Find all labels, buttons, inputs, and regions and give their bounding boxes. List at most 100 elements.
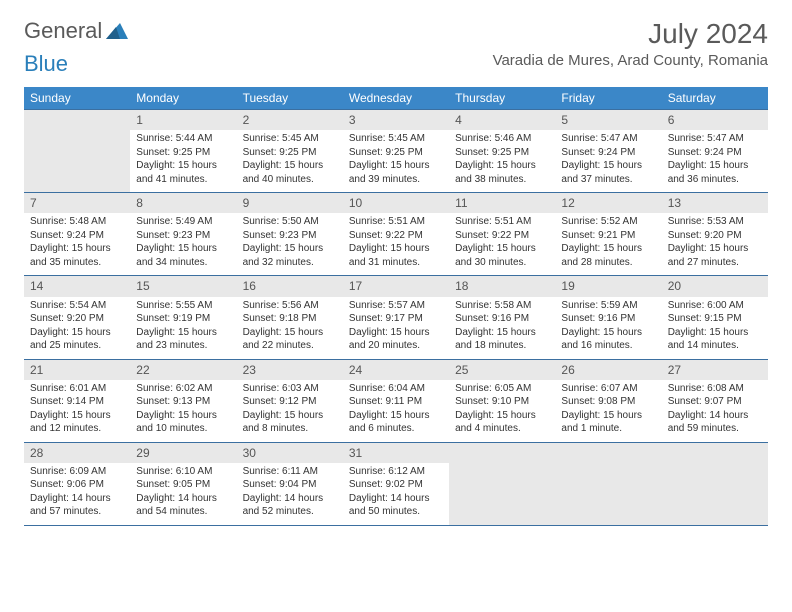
day-number-cell: 29 [130, 442, 236, 463]
day-content-cell: Sunrise: 6:10 AMSunset: 9:05 PMDaylight:… [130, 463, 236, 526]
day-number-cell: 1 [130, 110, 236, 131]
sunset-line: Sunset: 9:21 PM [561, 230, 635, 241]
day-content-cell: Sunrise: 6:03 AMSunset: 9:12 PMDaylight:… [237, 380, 343, 443]
daylight-line: Daylight: 15 hours and 34 minutes. [136, 243, 217, 268]
daylight-line: Daylight: 14 hours and 57 minutes. [30, 493, 111, 518]
daylight-line: Daylight: 15 hours and 31 minutes. [349, 243, 430, 268]
day-content-cell: Sunrise: 6:02 AMSunset: 9:13 PMDaylight:… [130, 380, 236, 443]
day-content-cell: Sunrise: 5:49 AMSunset: 9:23 PMDaylight:… [130, 213, 236, 276]
day-number-row: 21222324252627 [24, 359, 768, 380]
weekday-header: Thursday [449, 87, 555, 110]
weekday-header: Saturday [662, 87, 768, 110]
daylight-line: Daylight: 15 hours and 27 minutes. [668, 243, 749, 268]
month-title: July 2024 [493, 18, 768, 50]
day-content-row: Sunrise: 6:09 AMSunset: 9:06 PMDaylight:… [24, 463, 768, 526]
sunset-line: Sunset: 9:24 PM [30, 230, 104, 241]
daylight-line: Daylight: 15 hours and 12 minutes. [30, 410, 111, 435]
day-content-cell: Sunrise: 5:45 AMSunset: 9:25 PMDaylight:… [237, 130, 343, 193]
sunset-line: Sunset: 9:23 PM [243, 230, 317, 241]
calendar-body: 123456 Sunrise: 5:44 AMSunset: 9:25 PMDa… [24, 110, 768, 526]
sunset-line: Sunset: 9:16 PM [455, 313, 529, 324]
logo-text-blue: Blue [24, 51, 68, 77]
sunrise-line: Sunrise: 6:02 AM [136, 383, 212, 394]
day-number-row: 78910111213 [24, 193, 768, 214]
daylight-line: Daylight: 15 hours and 8 minutes. [243, 410, 324, 435]
day-number-row: 28293031 [24, 442, 768, 463]
daylight-line: Daylight: 14 hours and 50 minutes. [349, 493, 430, 518]
sunrise-line: Sunrise: 6:11 AM [243, 466, 318, 477]
sunrise-line: Sunrise: 5:52 AM [561, 216, 637, 227]
sunset-line: Sunset: 9:15 PM [668, 313, 742, 324]
day-content-cell: Sunrise: 5:56 AMSunset: 9:18 PMDaylight:… [237, 297, 343, 360]
day-content-cell: Sunrise: 6:05 AMSunset: 9:10 PMDaylight:… [449, 380, 555, 443]
day-number-cell: 17 [343, 276, 449, 297]
daylight-line: Daylight: 15 hours and 14 minutes. [668, 327, 749, 352]
sunset-line: Sunset: 9:11 PM [349, 396, 422, 407]
day-number-cell: 18 [449, 276, 555, 297]
sunrise-line: Sunrise: 5:55 AM [136, 300, 212, 311]
day-content-cell: Sunrise: 6:04 AMSunset: 9:11 PMDaylight:… [343, 380, 449, 443]
weekday-header: Sunday [24, 87, 130, 110]
daylight-line: Daylight: 15 hours and 39 minutes. [349, 160, 430, 185]
sunset-line: Sunset: 9:25 PM [243, 147, 317, 158]
day-number-cell: 28 [24, 442, 130, 463]
day-content-cell: Sunrise: 6:01 AMSunset: 9:14 PMDaylight:… [24, 380, 130, 443]
day-number-cell: 24 [343, 359, 449, 380]
sunset-line: Sunset: 9:24 PM [561, 147, 635, 158]
day-number-cell: 5 [555, 110, 661, 131]
daylight-line: Daylight: 14 hours and 54 minutes. [136, 493, 217, 518]
day-content-cell: Sunrise: 5:50 AMSunset: 9:23 PMDaylight:… [237, 213, 343, 276]
day-number-cell [555, 442, 661, 463]
day-content-cell: Sunrise: 5:55 AMSunset: 9:19 PMDaylight:… [130, 297, 236, 360]
sunrise-line: Sunrise: 5:54 AM [30, 300, 106, 311]
sunset-line: Sunset: 9:07 PM [668, 396, 742, 407]
day-content-cell: Sunrise: 6:08 AMSunset: 9:07 PMDaylight:… [662, 380, 768, 443]
sunset-line: Sunset: 9:19 PM [136, 313, 210, 324]
sunset-line: Sunset: 9:22 PM [455, 230, 529, 241]
day-number-cell [24, 110, 130, 131]
sunset-line: Sunset: 9:06 PM [30, 479, 104, 490]
day-content-cell [449, 463, 555, 526]
day-number-cell: 12 [555, 193, 661, 214]
day-content-cell: Sunrise: 5:44 AMSunset: 9:25 PMDaylight:… [130, 130, 236, 193]
calendar-table: SundayMondayTuesdayWednesdayThursdayFrid… [24, 87, 768, 526]
day-number-cell: 16 [237, 276, 343, 297]
sunrise-line: Sunrise: 6:07 AM [561, 383, 637, 394]
day-content-cell: Sunrise: 5:51 AMSunset: 9:22 PMDaylight:… [343, 213, 449, 276]
day-content-cell [24, 130, 130, 193]
location: Varadia de Mures, Arad County, Romania [493, 52, 768, 69]
day-number-cell: 23 [237, 359, 343, 380]
sunrise-line: Sunrise: 5:59 AM [561, 300, 637, 311]
day-number-cell: 10 [343, 193, 449, 214]
logo: General [24, 18, 130, 44]
day-number-cell: 6 [662, 110, 768, 131]
logo-triangle-icon [106, 21, 128, 44]
day-number-cell: 13 [662, 193, 768, 214]
day-number-cell: 9 [237, 193, 343, 214]
sunset-line: Sunset: 9:20 PM [30, 313, 104, 324]
sunset-line: Sunset: 9:20 PM [668, 230, 742, 241]
sunset-line: Sunset: 9:16 PM [561, 313, 635, 324]
daylight-line: Daylight: 14 hours and 59 minutes. [668, 410, 749, 435]
day-content-cell: Sunrise: 6:12 AMSunset: 9:02 PMDaylight:… [343, 463, 449, 526]
sunset-line: Sunset: 9:04 PM [243, 479, 317, 490]
sunset-line: Sunset: 9:24 PM [668, 147, 742, 158]
day-content-cell: Sunrise: 5:52 AMSunset: 9:21 PMDaylight:… [555, 213, 661, 276]
sunrise-line: Sunrise: 5:45 AM [243, 133, 319, 144]
day-number-row: 123456 [24, 110, 768, 131]
day-content-cell: Sunrise: 6:11 AMSunset: 9:04 PMDaylight:… [237, 463, 343, 526]
day-content-row: Sunrise: 5:44 AMSunset: 9:25 PMDaylight:… [24, 130, 768, 193]
title-block: July 2024 Varadia de Mures, Arad County,… [493, 18, 768, 69]
weekday-header-row: SundayMondayTuesdayWednesdayThursdayFrid… [24, 87, 768, 110]
day-content-cell: Sunrise: 5:48 AMSunset: 9:24 PMDaylight:… [24, 213, 130, 276]
day-content-cell: Sunrise: 5:45 AMSunset: 9:25 PMDaylight:… [343, 130, 449, 193]
sunrise-line: Sunrise: 5:53 AM [668, 216, 744, 227]
day-content-cell: Sunrise: 5:58 AMSunset: 9:16 PMDaylight:… [449, 297, 555, 360]
day-content-cell: Sunrise: 5:46 AMSunset: 9:25 PMDaylight:… [449, 130, 555, 193]
day-number-cell [662, 442, 768, 463]
sunrise-line: Sunrise: 5:58 AM [455, 300, 531, 311]
day-number-cell: 7 [24, 193, 130, 214]
day-number-row: 14151617181920 [24, 276, 768, 297]
daylight-line: Daylight: 15 hours and 22 minutes. [243, 327, 324, 352]
day-content-cell: Sunrise: 5:59 AMSunset: 9:16 PMDaylight:… [555, 297, 661, 360]
